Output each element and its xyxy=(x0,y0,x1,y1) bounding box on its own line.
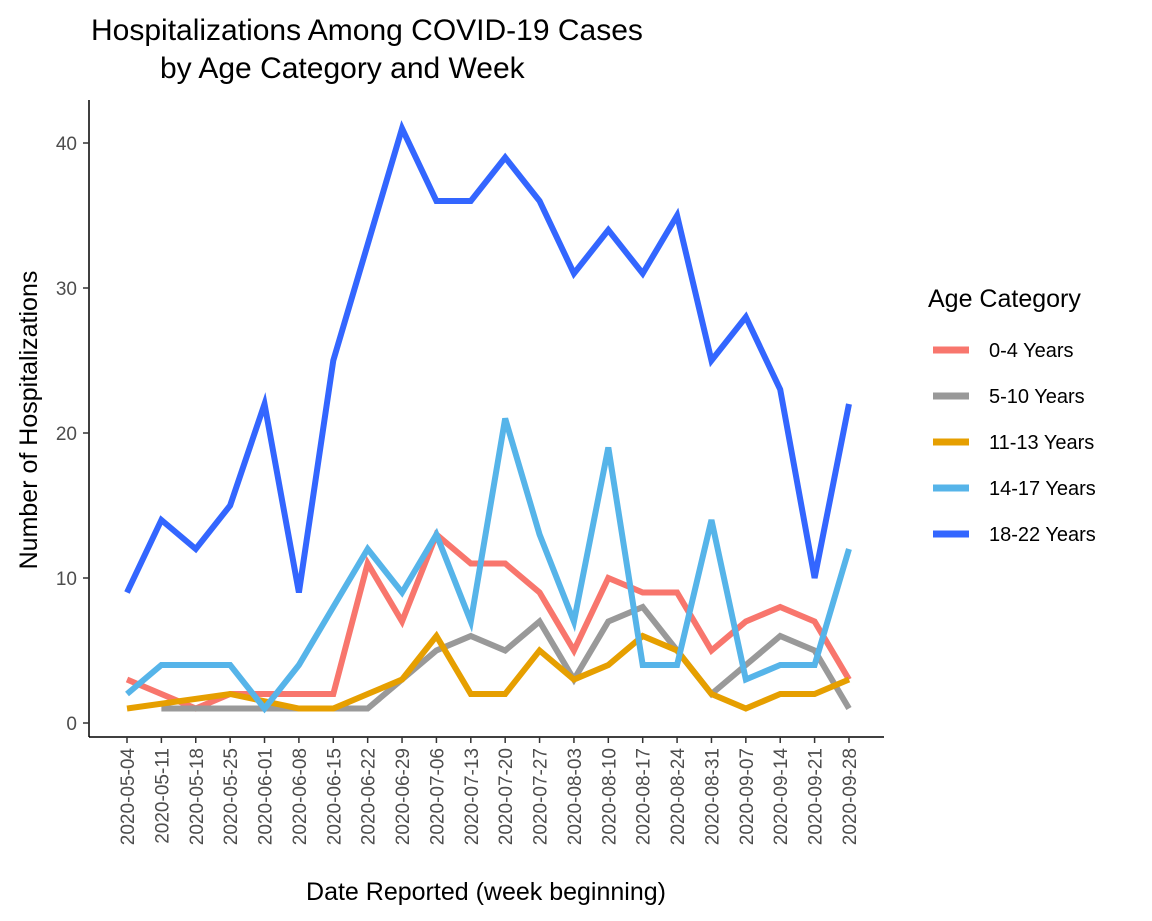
y-tick-label: 30 xyxy=(56,279,77,300)
x-tick-label: 2020-07-13 xyxy=(462,748,483,845)
legend-label: 18-22 Years xyxy=(989,524,1096,546)
y-tick-label: 10 xyxy=(56,569,77,590)
x-tick-label: 2020-08-24 xyxy=(668,748,689,846)
x-tick-label: 2020-06-15 xyxy=(324,748,345,845)
y-tick-label: 0 xyxy=(66,714,77,735)
x-tick-label: 2020-05-04 xyxy=(118,748,139,846)
legend: Age Category 0-4 Years 5-10 Years 11-13 Ye… xyxy=(928,285,1096,546)
y-tick-label: 40 xyxy=(56,134,77,155)
x-tick-label: 2020-07-20 xyxy=(496,748,517,845)
x-tick-label: 2020-06-22 xyxy=(359,748,380,845)
x-axis-title: Date Reported (week beginning) xyxy=(306,878,666,906)
chart-title-line-2: by Age Category and Week xyxy=(160,52,526,85)
chart-title-line-1: Hospitalizations Among COVID-19 Cases xyxy=(91,14,643,47)
plot-area xyxy=(124,120,852,714)
series-line-5-10-years xyxy=(161,603,852,712)
legend-label: 14-17 Years xyxy=(989,478,1096,500)
legend-label: 11-13 Years xyxy=(989,432,1094,454)
x-tick-label: 2020-05-18 xyxy=(187,748,208,845)
x-tick-label: 2020-06-29 xyxy=(393,748,414,845)
legend-label: 0-4 Years xyxy=(989,340,1074,362)
series-line-11-13-years xyxy=(126,630,851,712)
legend-label: 5-10 Years xyxy=(989,386,1085,408)
x-tick-label: 2020-09-07 xyxy=(737,748,758,845)
x-tick-label: 2020-09-14 xyxy=(771,748,792,846)
x-tick-label: 2020-07-27 xyxy=(531,748,552,845)
x-tick-label: 2020-08-03 xyxy=(565,748,586,845)
x-tick-label: 2020-08-17 xyxy=(634,748,655,845)
x-tick-label: 2020-06-01 xyxy=(256,748,277,845)
x-tick-label: 2020-08-10 xyxy=(599,748,620,845)
series-line-0-4-years xyxy=(125,529,852,712)
y-axis-ticks: 0 10 20 30 40 xyxy=(56,134,89,735)
x-tick-label: 2020-09-21 xyxy=(806,748,827,845)
x-tick-label: 2020-07-06 xyxy=(427,748,448,845)
y-axis-title: Number of Hospitalizations xyxy=(15,271,43,570)
x-tick-label: 2020-05-11 xyxy=(152,748,173,844)
x-axis-ticks: 2020-05-04 2020-05-11 2020-05-18 2020-05-25… xyxy=(118,737,861,845)
x-tick-label: 2020-08-31 xyxy=(702,748,723,845)
x-tick-label: 2020-06-08 xyxy=(290,748,311,845)
legend-title: Age Category xyxy=(928,285,1081,313)
y-tick-label: 20 xyxy=(56,424,77,445)
chart-title: Hospitalizations Among COVID-19 Cases by… xyxy=(91,14,643,85)
series-line-18-22-years xyxy=(124,120,852,594)
x-tick-label: 2020-09-28 xyxy=(840,748,861,845)
series-line-14-17-years xyxy=(125,417,852,714)
x-tick-label: 2020-05-25 xyxy=(221,748,242,845)
